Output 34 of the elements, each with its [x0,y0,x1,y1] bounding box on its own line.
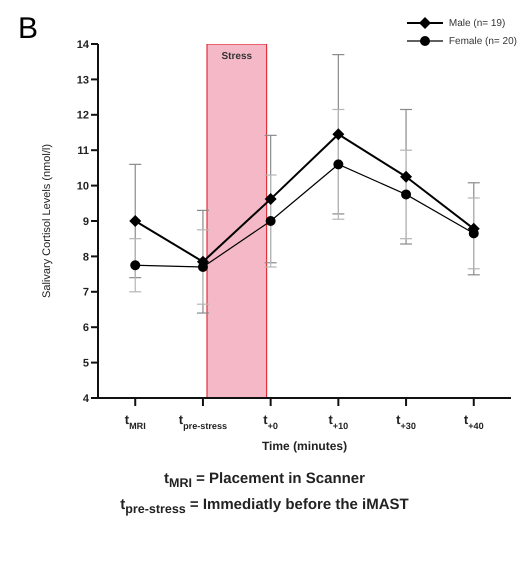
point [129,215,142,227]
y-tick-label: 7 [82,286,89,299]
text: t$_{pre-stress}$ = Immediatly before the iMAST [119,495,410,518]
y-tick-label: 10 [76,180,89,193]
y-axis-title: Salivary Cortisol Levels (nmol/l) [40,144,53,298]
point [198,262,208,272]
point [130,260,140,270]
point [332,128,344,140]
text: t$_{MRI}$ = Placement in Scanner [163,469,366,492]
y-tick-label: 11 [77,145,89,158]
y-tick-label: 13 [76,74,89,86]
y-tick-label: 5 [82,358,89,370]
point [266,216,276,226]
band-label: Stress [222,51,253,62]
point [401,189,412,200]
legend-label: Female (n= 20) [448,36,517,46]
x-tick-label: t$_{+40}$ [464,412,484,431]
y-tick-label: 14 [76,38,90,51]
y-tick-label: 8 [82,251,89,264]
text: B [18,12,38,46]
legend-label: Male (n= 19) [448,18,506,28]
x-tick-label: t$_{+10}$ [328,412,348,431]
x-axis-title: Time (minutes) [262,439,348,453]
point [264,193,277,206]
y-tick-label: 12 [76,110,89,122]
y-tick-label: 6 [82,322,89,334]
x-tick-label: t$_{MRI}$ [124,412,146,431]
x-tick-label: t$_{+0}$ [263,412,278,431]
x-tick-label: t$_{+30}$ [396,412,416,431]
y-tick-label: 4 [82,392,90,405]
x-tick-label: t$_{pre-stress}$ [178,412,228,431]
point [333,159,344,170]
y-tick-label: 9 [82,216,89,228]
point [400,170,412,183]
